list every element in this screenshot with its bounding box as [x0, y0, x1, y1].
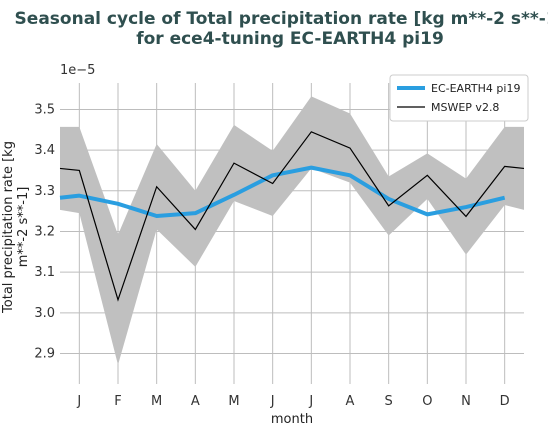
y-tick-label-1: 3.0 [34, 306, 55, 321]
legend: EC-EARTH4 pi19 MSWEP v2.8 [389, 74, 529, 122]
legend-label-mswep: MSWEP v2.8 [431, 101, 499, 114]
y-tick-label-0: 2.9 [34, 346, 55, 361]
y-tick-label-2: 3.1 [34, 265, 55, 280]
x-tick-label-11: D [500, 394, 510, 409]
x-tick-label-9: O [422, 394, 432, 409]
mswep-spread-band [60, 96, 524, 365]
x-tick-label-0: J [76, 394, 81, 409]
x-tick-label-5: J [270, 394, 275, 409]
y-axis-label-line-1: Total precipitation rate [kg [1, 141, 16, 314]
y-tick-labels: 2.9 3.0 3.1 3.2 3.3 3.4 3.5 [34, 102, 55, 361]
observation-spread-band [60, 96, 524, 365]
series-lines [59, 131, 525, 302]
x-tick-label-6: J [308, 394, 313, 409]
y-offset-label: 1e−5 [60, 63, 95, 78]
chart-title-line-2: for ece4-tuning EC-EARTH4 pi19 [136, 29, 444, 49]
chart-title-line-1: Seasonal cycle of Total precipitation ra… [15, 9, 548, 29]
y-tick-label-4: 3.3 [34, 184, 55, 199]
x-tick-label-1: F [114, 394, 121, 409]
series-line-ec-earth4 [59, 165, 506, 219]
series-line-mswep [59, 131, 525, 302]
x-axis-label: month [271, 412, 313, 427]
x-tick-label-2: M [151, 394, 162, 409]
x-tick-label-7: A [346, 394, 355, 409]
y-tick-label-5: 3.4 [34, 143, 55, 158]
y-tick-label-3: 3.2 [34, 224, 55, 239]
y-axis-label-line-2: m**-2 s**-1] [16, 187, 31, 268]
legend-label-ec-earth4: EC-EARTH4 pi19 [431, 82, 520, 95]
x-tick-label-8: S [385, 394, 393, 409]
x-tick-label-3: A [191, 394, 200, 409]
y-tick-label-6: 3.5 [34, 102, 55, 117]
x-tick-label-4: M [228, 394, 239, 409]
x-tick-label-10: N [461, 394, 471, 409]
y-axis-label: Total precipitation rate [kg m**-2 s**-1… [1, 141, 31, 314]
